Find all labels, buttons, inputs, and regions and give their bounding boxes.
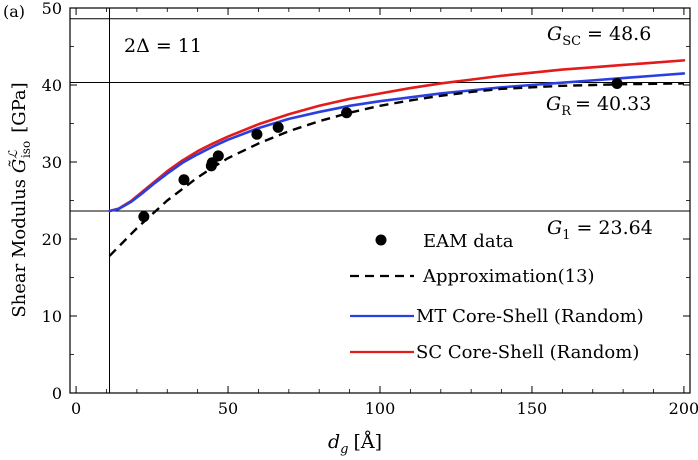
y-tick-label: 0: [52, 384, 62, 403]
legend-eam-marker: [375, 234, 387, 246]
plot-area: 0 50 100 150 200 0 10 20 30 40 50: [42, 0, 698, 418]
two-delta-label: 2Δ = 11: [124, 35, 202, 57]
y-axis-label: Shear ModulusG̃ℒiso[GPa]: [6, 82, 33, 317]
g-1-label: G1 = 23.64: [547, 217, 653, 243]
legend-mt-label: MT Core-Shell (Random): [416, 306, 644, 327]
y-tick-label: 50: [42, 0, 62, 18]
legend-eam-label: EAM data: [423, 231, 514, 252]
eam-data-point: [178, 174, 190, 186]
eam-data-point: [341, 107, 353, 119]
x-tick-label: 200: [669, 399, 698, 418]
series-line-approximation-13: [108, 82, 684, 257]
x-tick-label: 0: [71, 399, 81, 418]
eam-data-point: [212, 150, 224, 162]
eam-data-point: [251, 128, 263, 140]
eam-data-point: [138, 211, 150, 223]
g-sc-label: GSC = 48.6: [547, 23, 651, 49]
eam-data-point: [272, 121, 284, 133]
legend-sc-label: SC Core-Shell (Random): [416, 342, 639, 363]
x-tick-label: 50: [218, 399, 238, 418]
y-tick-label: 10: [42, 307, 62, 326]
y-tick-label: 20: [42, 230, 62, 249]
eam-data-point: [611, 77, 623, 89]
y-tick-label: 30: [42, 153, 62, 172]
series-line-mt-core-shell-random: [108, 72, 686, 213]
y-tick-label: 40: [42, 76, 62, 95]
x-tick-label: 100: [365, 399, 396, 418]
x-tick-label: 150: [517, 399, 548, 418]
g-r-label: GR = 40.33: [546, 93, 651, 119]
legend: EAM data Approximation(13) MT Core-Shell…: [350, 231, 644, 363]
panel-label: (a): [3, 2, 25, 21]
legend-approx-label: Approximation(13): [422, 266, 595, 287]
x-axis-label: dg [Å]: [328, 431, 382, 457]
